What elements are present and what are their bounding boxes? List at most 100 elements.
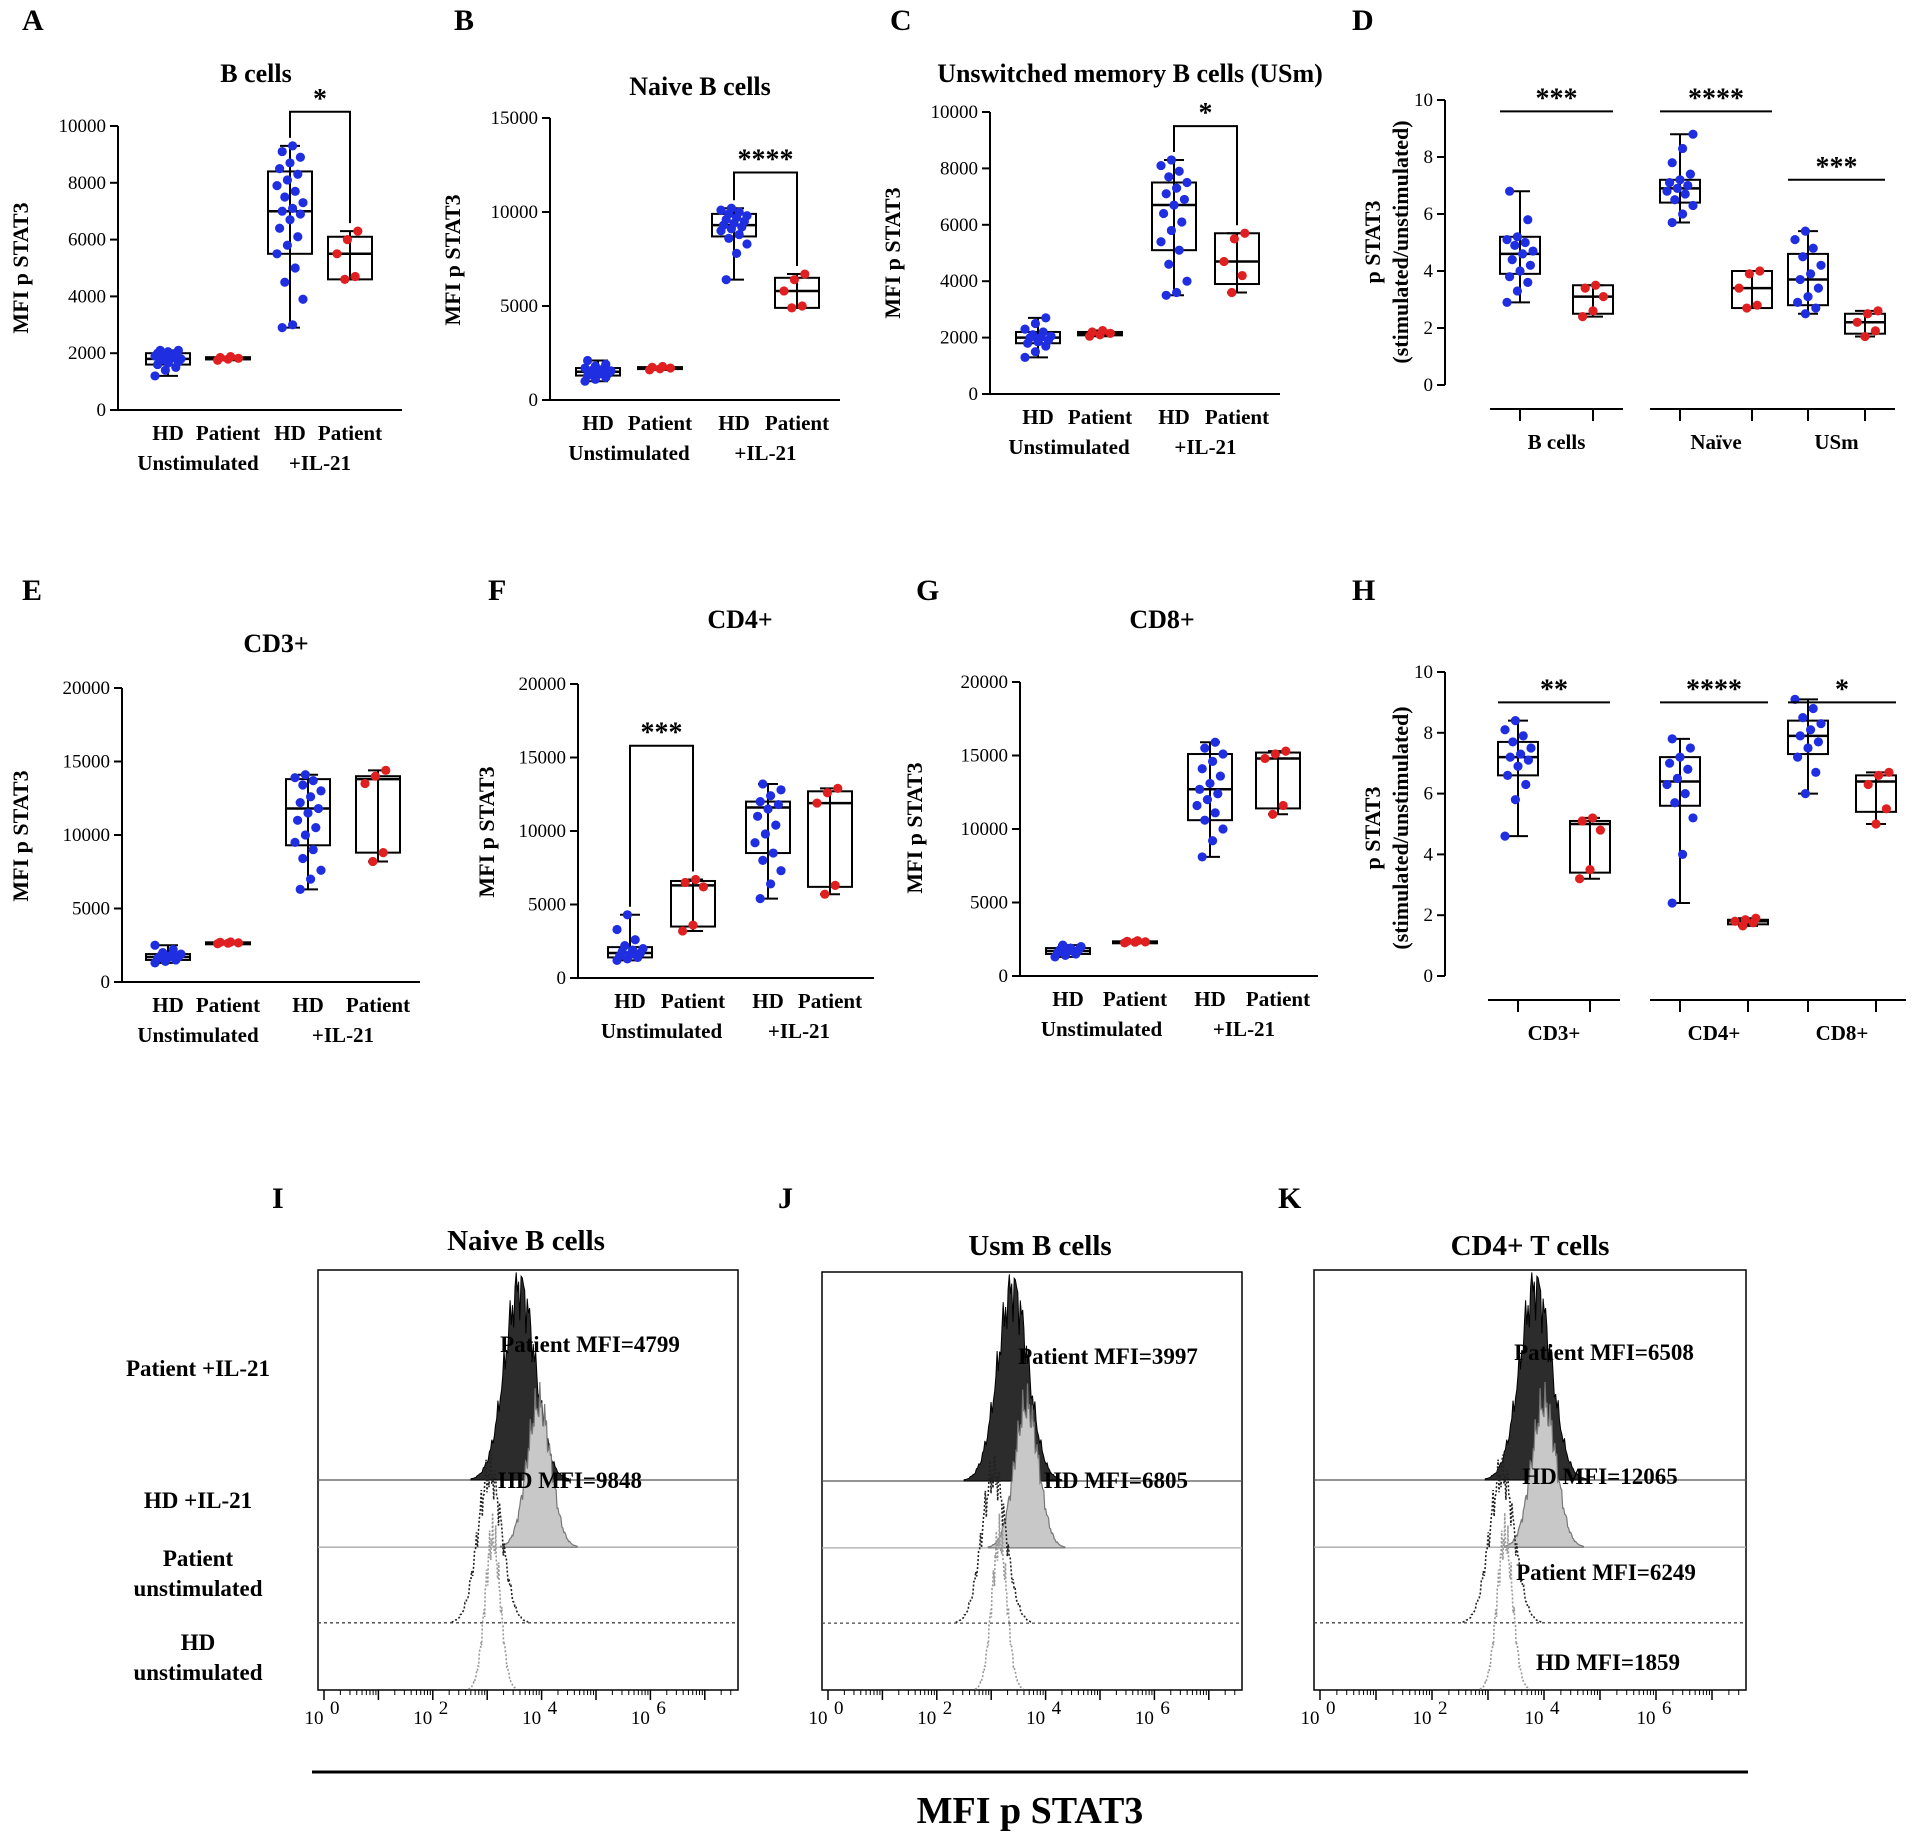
data-point (311, 823, 321, 833)
data-point (1680, 789, 1690, 799)
data-point (1105, 328, 1115, 338)
data-point (1500, 725, 1510, 735)
data-point (1210, 808, 1220, 818)
data-point (1218, 824, 1228, 834)
panel-letter: I (272, 1182, 284, 1215)
box-6 (1855, 767, 1897, 829)
data-point (1516, 749, 1526, 759)
data-point (1182, 276, 1192, 286)
histogram-row-label: Patient +IL-21 (126, 1356, 270, 1381)
data-point (168, 945, 178, 955)
data-point (1755, 266, 1765, 276)
data-point (1166, 225, 1176, 236)
data-point (290, 186, 300, 196)
data-point (1523, 277, 1533, 287)
x-tick-label: 10 (809, 1708, 828, 1729)
x-group-label: CD4+ (1688, 1021, 1741, 1045)
data-point (1502, 297, 1512, 307)
box-2 (1112, 936, 1158, 948)
data-point (716, 205, 726, 215)
significance-stars: * (1199, 98, 1213, 129)
significance-stars: * (1835, 674, 1849, 705)
data-point (1688, 129, 1698, 139)
data-point (1512, 286, 1522, 296)
data-point (1041, 313, 1051, 323)
data-point (173, 345, 183, 355)
data-point (295, 152, 305, 162)
data-point (580, 363, 590, 373)
y-tick-label: 6 (1424, 784, 1434, 805)
data-point (306, 792, 316, 802)
data-point (1670, 798, 1680, 808)
y-tick-label: 2 (1424, 318, 1434, 339)
box-4 (327, 226, 373, 284)
box-4 (774, 269, 820, 313)
x-group-label: +IL-21 (312, 1023, 374, 1047)
x-tick-label: 10 (1026, 1708, 1045, 1729)
mfi-value-label: Patient MFI=6249 (1516, 1560, 1696, 1585)
x-tick-label: 10 (631, 1708, 650, 1729)
y-tick-label: 4000 (68, 286, 106, 307)
y-tick-label: 0 (969, 384, 979, 405)
data-point (350, 271, 360, 282)
x-tick-exponent: 4 (1052, 1698, 1062, 1719)
data-point (1508, 737, 1518, 747)
histogram-hd-stimulated (499, 1381, 578, 1548)
mfi-value-label: HD MFI=1859 (1536, 1650, 1680, 1675)
x-tick-exponent: 0 (1326, 1698, 1336, 1719)
box-2 (1572, 280, 1614, 322)
data-point (1816, 719, 1826, 729)
data-point (275, 164, 285, 174)
data-point (1800, 309, 1810, 319)
significance-annotation: *** (1788, 152, 1885, 183)
mfi-value-label: HD MFI=6805 (1044, 1468, 1188, 1493)
data-point (734, 229, 744, 240)
data-point (342, 235, 352, 245)
data-point (298, 198, 308, 208)
data-point (288, 320, 298, 330)
y-tick-label: 0 (101, 972, 111, 993)
box-4 (1255, 746, 1301, 819)
box-4 (1727, 913, 1769, 931)
data-point (1507, 255, 1517, 265)
data-point (787, 303, 797, 313)
data-point (1808, 243, 1818, 253)
data-point (1500, 831, 1510, 841)
x-group-label: +IL-21 (1174, 435, 1236, 459)
y-tick-label: 0 (529, 390, 539, 411)
y-tick-label: 5000 (970, 893, 1008, 914)
data-point (766, 879, 776, 889)
x-group-label: +IL-21 (1213, 1017, 1275, 1041)
y-tick-label: 10000 (961, 819, 1009, 840)
data-point (308, 776, 318, 786)
data-point (313, 803, 323, 814)
data-point (275, 223, 285, 233)
data-point (282, 175, 292, 185)
data-point (583, 355, 593, 366)
data-point (1177, 217, 1187, 227)
data-point (1208, 836, 1218, 846)
data-point (1205, 778, 1215, 789)
x-group-label: CD3+ (1528, 1021, 1581, 1045)
data-point (1268, 809, 1278, 819)
data-point (306, 874, 316, 884)
mfi-value-label: Patient MFI=6508 (1514, 1340, 1694, 1365)
data-point (176, 949, 186, 959)
histogram-hd-unstimulated (1479, 1512, 1531, 1690)
data-point (1811, 303, 1821, 313)
y-tick-label: 0 (97, 400, 107, 421)
data-point (1197, 764, 1207, 774)
data-point (1588, 813, 1598, 823)
data-point (779, 286, 789, 296)
y-tick-label: 8 (1424, 147, 1434, 168)
data-point (1688, 200, 1698, 211)
data-point (1816, 260, 1826, 270)
data-point (726, 203, 737, 213)
x-group-label: Naïve (1690, 430, 1741, 454)
data-point (755, 797, 765, 807)
data-point (1098, 325, 1108, 336)
histogram-hd-stimulated (1503, 1381, 1585, 1548)
box-rect (267, 170, 313, 255)
y-axis-label: MFI p STAT3 (440, 194, 465, 325)
data-point (758, 855, 768, 866)
